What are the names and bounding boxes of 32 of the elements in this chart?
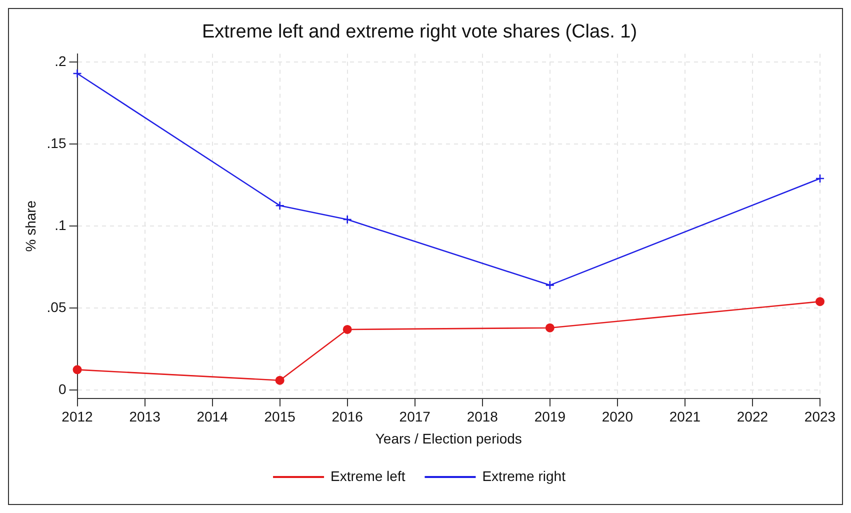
point bbox=[545, 323, 554, 332]
point bbox=[342, 324, 352, 334]
y-tick-label: .2 bbox=[54, 52, 66, 69]
point bbox=[275, 200, 284, 210]
legend-label: Extreme right bbox=[482, 468, 566, 484]
x-axis-title: Years / Election periods bbox=[375, 430, 522, 446]
x-tick-label: 2023 bbox=[804, 408, 836, 425]
point bbox=[342, 214, 352, 224]
x-tick-label: 2012 bbox=[62, 408, 94, 425]
point bbox=[72, 365, 82, 374]
point bbox=[815, 174, 825, 184]
y-tick-label: .05 bbox=[46, 299, 66, 316]
point bbox=[72, 68, 82, 78]
point bbox=[816, 297, 824, 306]
x-tick-label: 2017 bbox=[399, 408, 431, 425]
point bbox=[545, 280, 555, 290]
chart-title: Extreme left and extreme right vote shares (Clas. 1) bbox=[202, 22, 638, 43]
point bbox=[275, 376, 284, 385]
x-tick-label: 2014 bbox=[196, 408, 228, 425]
y-tick-label: 0 bbox=[58, 381, 66, 398]
x-tick-label: 2020 bbox=[602, 408, 634, 425]
legend-label: Extreme left bbox=[330, 468, 406, 484]
x-tick-label: 2019 bbox=[534, 408, 566, 425]
x-tick-label: 2022 bbox=[736, 408, 768, 425]
y-tick-label: .15 bbox=[46, 134, 66, 151]
x-tick-label: 2015 bbox=[264, 408, 296, 425]
x-tick-label: 2018 bbox=[466, 408, 498, 425]
x-tick-label: 2021 bbox=[669, 408, 701, 425]
y-axis-title: % share bbox=[22, 200, 38, 252]
x-tick-label: 2016 bbox=[332, 408, 364, 425]
y-tick-label: .1 bbox=[54, 216, 66, 233]
x-tick-label: 2013 bbox=[129, 408, 161, 425]
